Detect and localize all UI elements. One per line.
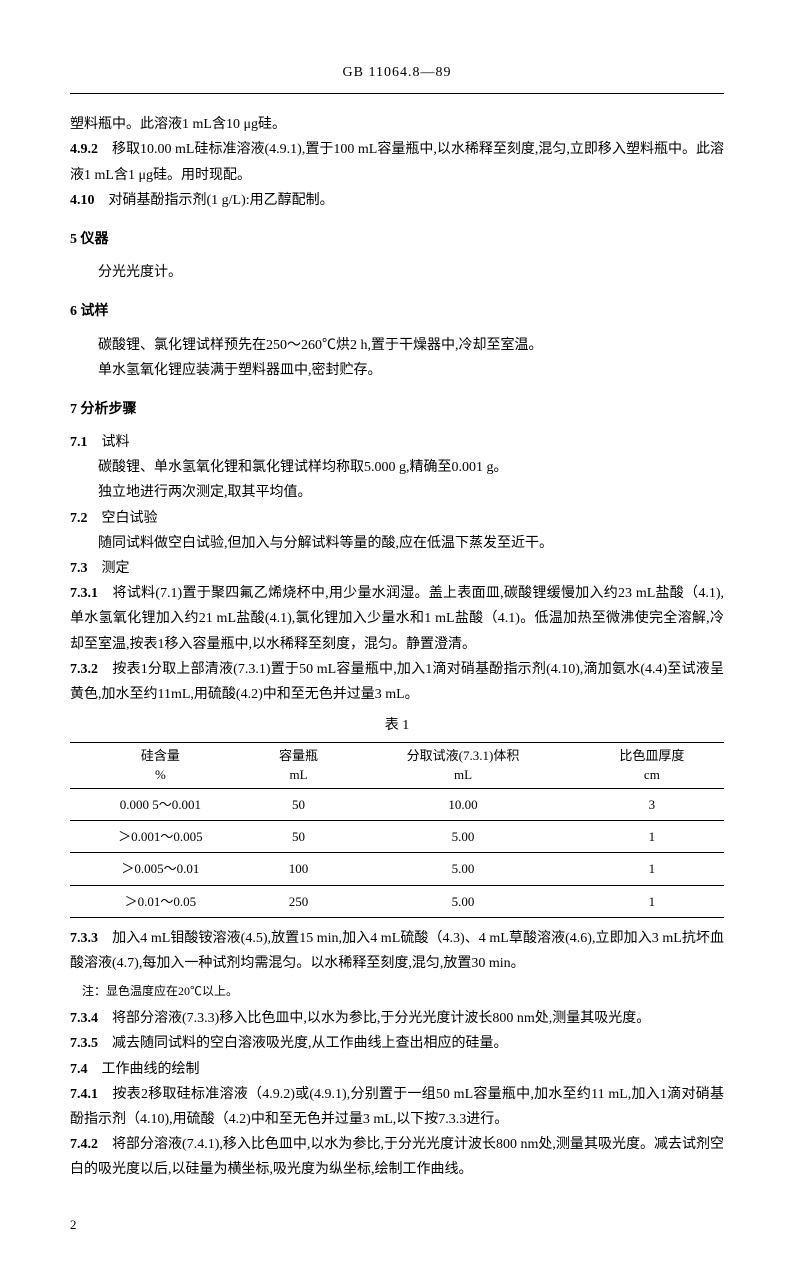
para-71: 7.1 试料 <box>70 430 724 455</box>
text-742: 将部分溶液(7.4.1),移入比色皿中,以水为参比,于分光光度计波长800 nm… <box>70 1137 724 1177</box>
para-735: 7.3.5 减去随同试料的空白溶液吸光度,从工作曲线上查出相应的硅量。 <box>70 1031 724 1056</box>
td: 5.00 <box>346 853 579 885</box>
text-733: 加入4 mL钼酸铵溶液(4.5),放置15 min,加入4 mL硫酸（4.3)、… <box>70 931 724 971</box>
para-742: 7.4.2 将部分溶液(7.4.1),移入比色皿中,以水为参比,于分光光度计波长… <box>70 1132 724 1182</box>
para-intro: 塑料瓶中。此溶液1 mL含10 μg硅。 <box>70 112 724 137</box>
td: 50 <box>251 788 347 820</box>
td: 5.00 <box>346 821 579 853</box>
td: ＞0.01～0.05 <box>70 885 251 917</box>
label-741: 7.4.1 <box>70 1087 98 1102</box>
td: 1 <box>580 821 724 853</box>
para-71-body2: 独立地进行两次测定,取其平均值。 <box>70 480 724 505</box>
section-5-body: 分光光度计。 <box>70 260 724 285</box>
para-731: 7.3.1 将试料(7.1)置于聚四氟乙烯烧杯中,用少量水润湿。盖上表面皿,碳酸… <box>70 581 724 657</box>
para-732: 7.3.2 按表1分取上部清液(7.3.1)置于50 mL容量瓶中,加入1滴对硝… <box>70 657 724 707</box>
label-735: 7.3.5 <box>70 1036 98 1051</box>
text-741: 按表2移取硅标准溶液（4.9.2)或(4.9.1),分别置于一组50 mL容量瓶… <box>70 1087 724 1127</box>
label-72: 7.2 <box>70 511 88 526</box>
table-row: ＞0.001～0.005 50 5.00 1 <box>70 821 724 853</box>
title-72: 空白试验 <box>102 511 158 526</box>
para-72-body: 随同试料做空白试验,但加入与分解试料等量的酸,应在低温下蒸发至近干。 <box>70 531 724 556</box>
label-73: 7.3 <box>70 561 88 576</box>
section-7-title: 7 分析步骤 <box>70 397 724 422</box>
td: 5.00 <box>346 885 579 917</box>
text-735: 减去随同试料的空白溶液吸光度,从工作曲线上查出相应的硅量。 <box>112 1036 508 1051</box>
para-71-body1: 碳酸锂、单水氢氧化锂和氯化锂试样均称取5.000 g,精确至0.001 g。 <box>70 455 724 480</box>
section-6-body2: 单水氢氧化锂应装满于塑料器皿中,密封贮存。 <box>70 358 724 383</box>
th-2: 分取试液(7.3.1)体积mL <box>346 743 579 788</box>
td: 10.00 <box>346 788 579 820</box>
label-731: 7.3.1 <box>70 586 98 601</box>
text-731: 将试料(7.1)置于聚四氟乙烯烧杯中,用少量水润湿。盖上表面皿,碳酸锂缓慢加入约… <box>70 586 724 651</box>
text-492: 移取10.00 mL硅标准溶液(4.9.1),置于100 mL容量瓶中,以水稀释… <box>70 142 724 182</box>
para-73: 7.3 测定 <box>70 556 724 581</box>
td: ＞0.005～0.01 <box>70 853 251 885</box>
td: 250 <box>251 885 347 917</box>
label-742: 7.4.2 <box>70 1137 98 1152</box>
table-1: 硅含量% 容量瓶mL 分取试液(7.3.1)体积mL 比色皿厚度cm 0.000… <box>70 742 724 918</box>
header-rule <box>70 93 724 94</box>
title-74: 工作曲线的绘制 <box>102 1062 200 1077</box>
para-733: 7.3.3 加入4 mL钼酸铵溶液(4.5),放置15 min,加入4 mL硫酸… <box>70 926 724 976</box>
section-5-title: 5 仪器 <box>70 227 724 252</box>
para-410: 4.10 对硝基酚指示剂(1 g/L):用乙醇配制。 <box>70 188 724 213</box>
title-73: 测定 <box>102 561 130 576</box>
td: 50 <box>251 821 347 853</box>
td: ＞0.001～0.005 <box>70 821 251 853</box>
label-734: 7.3.4 <box>70 1011 98 1026</box>
table-row: ＞0.005～0.01 100 5.00 1 <box>70 853 724 885</box>
page-number: 2 <box>70 1213 724 1236</box>
text-410: 对硝基酚指示剂(1 g/L):用乙醇配制。 <box>109 193 334 208</box>
table1-caption: 表 1 <box>70 713 724 738</box>
td: 0.000 5～0.001 <box>70 788 251 820</box>
para-72: 7.2 空白试验 <box>70 506 724 531</box>
page-header: GB 11064.8—89 <box>70 60 724 85</box>
para-734: 7.3.4 将部分溶液(7.3.3)移入比色皿中,以水为参比,于分光光度计波长8… <box>70 1006 724 1031</box>
table-row: ＞0.01～0.05 250 5.00 1 <box>70 885 724 917</box>
label-733: 7.3.3 <box>70 931 98 946</box>
th-1: 容量瓶mL <box>251 743 347 788</box>
para-741: 7.4.1 按表2移取硅标准溶液（4.9.2)或(4.9.1),分别置于一组50… <box>70 1082 724 1132</box>
section-6-title: 6 试样 <box>70 299 724 324</box>
label-492: 4.9.2 <box>70 142 98 157</box>
text-732: 按表1分取上部清液(7.3.1)置于50 mL容量瓶中,加入1滴对硝基酚指示剂(… <box>70 662 724 702</box>
th-3: 比色皿厚度cm <box>580 743 724 788</box>
td: 1 <box>580 885 724 917</box>
para-74: 7.4 工作曲线的绘制 <box>70 1057 724 1082</box>
label-74: 7.4 <box>70 1062 88 1077</box>
label-732: 7.3.2 <box>70 662 98 677</box>
section-6-body1: 碳酸锂、氯化锂试样预先在250～260℃烘2 h,置于干燥器中,冷却至室温。 <box>70 333 724 358</box>
label-71: 7.1 <box>70 435 88 450</box>
para-492: 4.9.2 移取10.00 mL硅标准溶液(4.9.1),置于100 mL容量瓶… <box>70 137 724 187</box>
title-71: 试料 <box>102 435 130 450</box>
note-733: 注：显色温度应在20℃以上。 <box>82 981 724 1003</box>
td: 100 <box>251 853 347 885</box>
text-734: 将部分溶液(7.3.3)移入比色皿中,以水为参比,于分光光度计波长800 nm处… <box>112 1011 650 1026</box>
table-row: 0.000 5～0.001 50 10.00 3 <box>70 788 724 820</box>
label-410: 4.10 <box>70 193 95 208</box>
td: 3 <box>580 788 724 820</box>
td: 1 <box>580 853 724 885</box>
table-header-row: 硅含量% 容量瓶mL 分取试液(7.3.1)体积mL 比色皿厚度cm <box>70 743 724 788</box>
th-0: 硅含量% <box>70 743 251 788</box>
